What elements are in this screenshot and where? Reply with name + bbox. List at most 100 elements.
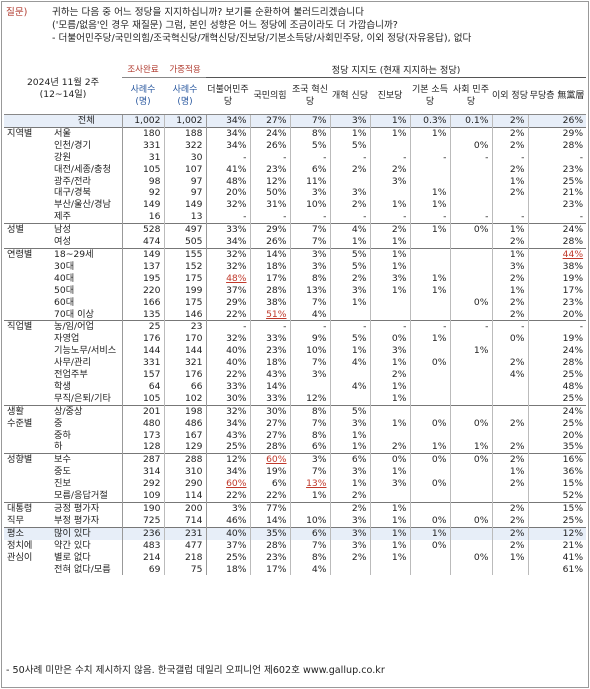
cell-value: [329, 175, 370, 188]
group-label: 관심이: [7, 551, 33, 563]
cell-value: 2%: [329, 272, 370, 285]
cell-value: 92: [121, 187, 164, 200]
table-row: 전업주부 157 176 22% 43% 3% 2% 4% 25%: [4, 369, 587, 381]
cell-value: 24%: [527, 223, 587, 237]
cell-value: 1%: [369, 380, 410, 393]
subgroup-label: 70대 이상: [54, 308, 94, 320]
cell-value: 1%: [449, 441, 492, 454]
cell-value: 40%: [205, 345, 250, 358]
cell-value: 34%: [205, 236, 250, 249]
cell-value: 1,002: [163, 114, 206, 128]
cell-value: [449, 380, 492, 393]
group-label: [4, 236, 52, 248]
col-header-0: 사례수 (명): [122, 77, 164, 115]
cell-value: [491, 429, 528, 442]
cell-value: 43%: [249, 369, 290, 381]
table-row: 대전/세종/충청 105 107 41% 23% 6% 2% 2% 2% 23%: [4, 163, 587, 176]
cell-value: 7%: [289, 236, 330, 249]
cell-value: 22%: [205, 308, 250, 321]
cell-value: 28%: [527, 139, 587, 152]
cell-value: 480: [121, 417, 164, 430]
group-label: [4, 211, 52, 223]
cell-value: 146: [163, 308, 206, 321]
group-label: 연령별: [4, 247, 52, 261]
cell-value: 175: [163, 272, 206, 285]
cell-value: [491, 199, 528, 212]
table-row: 모름/응답거절 109 114 22% 22% 1% 2% 52%: [4, 490, 587, 503]
cell-value: [289, 380, 330, 393]
cell-value: 3%: [369, 272, 410, 285]
cell-value: 236: [121, 526, 164, 540]
cell-value: 2%: [491, 272, 528, 285]
table-row: 광주/전라 98 97 48% 12% 11% 3% 1% 25%: [4, 175, 587, 188]
cell-value: 173: [121, 429, 164, 442]
cell-value: [449, 563, 492, 576]
table-row: 제주 16 13- - - - - - - - -: [4, 211, 587, 224]
subgroup-label: 전혀 없다/모름: [54, 563, 111, 575]
group-label: [4, 297, 52, 309]
table-row: 성향별 보수 287 288 12% 60% 3% 6% 0% 0% 0% 2% 16%: [4, 453, 587, 467]
subgroup-label: 무직/은퇴/기타: [54, 392, 111, 404]
cell-value: 3%: [329, 417, 370, 430]
cell-value: 14%: [249, 380, 290, 393]
cell-value: 16%: [527, 453, 587, 467]
subgroup-label: 남성: [52, 223, 122, 237]
cell-value: 1%: [409, 199, 450, 212]
cell-value: 22%: [205, 490, 250, 503]
cell-value: 1%: [491, 247, 528, 261]
cell-value: 199: [163, 284, 206, 297]
cell-value: 0%: [409, 514, 450, 528]
cell-value: -: [329, 211, 370, 224]
cell-value: -: [329, 151, 370, 164]
cell-value: -: [527, 211, 587, 224]
cell-value: [369, 490, 410, 503]
table-row: 지역별 서울 180 188 34% 24% 8% 1% 1% 1% 2% 29%: [4, 126, 587, 140]
cell-value: 114: [163, 490, 206, 503]
weighted-header: 가중적용: [164, 64, 206, 78]
cell-value: 2%: [369, 223, 410, 237]
cell-value: 37%: [205, 539, 250, 552]
cell-value: 3%: [289, 187, 330, 200]
group-label: [4, 152, 52, 164]
cell-value: 6%: [289, 163, 330, 176]
cell-value: 7%: [289, 417, 330, 430]
cell-value: 155: [163, 247, 206, 261]
cell-value: 7%: [289, 357, 330, 370]
cell-value: 25%: [527, 369, 587, 381]
subgroup-label: 별로 없다: [54, 551, 91, 563]
cell-value: 2%: [491, 187, 528, 200]
cell-value: 180: [121, 126, 164, 140]
cell-value: 1,002: [121, 114, 164, 128]
cell-value: 483: [121, 539, 164, 552]
cell-value: 31: [121, 151, 164, 164]
group-label: [4, 369, 52, 381]
table-row: 대통령 긍정 평가자 190 200 3% 77% 2% 1% 2% 15%: [4, 501, 587, 515]
cell-value: 1%: [369, 539, 410, 552]
cell-value: 44%: [527, 247, 587, 261]
cell-value: [409, 345, 450, 358]
table-row: 70대 이상 135 146 22% 51% 4% 2% 20%: [4, 308, 587, 321]
cell-value: 15%: [527, 478, 587, 491]
cell-value: 198: [163, 404, 206, 418]
cell-value: 5%: [289, 139, 330, 152]
cell-value: 11%: [289, 175, 330, 188]
cell-value: 23%: [527, 199, 587, 212]
cell-value: 1%: [369, 126, 410, 140]
subgroup-label: 많이 있다: [52, 526, 122, 540]
cell-value: 149: [121, 247, 164, 261]
cell-value: 0%: [449, 223, 492, 237]
cell-value: 149: [121, 199, 164, 212]
cell-value: 2%: [329, 551, 370, 564]
group-label: [4, 261, 52, 273]
col-header-9: 이외 정당: [492, 77, 528, 115]
cell-value: [449, 404, 492, 418]
cell-value: 16: [121, 211, 164, 224]
cell-value: [449, 429, 492, 442]
cell-value: 33%: [249, 333, 290, 346]
cell-value: [409, 392, 450, 406]
table-body: 전체 1,002 1,002 34% 27% 7% 3% 1% 0.3% 0.1% 2% 26% 지역별…: [4, 114, 587, 576]
cell-value: 7%: [289, 539, 330, 552]
cell-value: 505: [163, 236, 206, 249]
table-row: 인천/경기 331 322 34% 26% 5% 5% 0% 2% 28%: [4, 139, 587, 152]
cell-value: 35%: [527, 441, 587, 454]
